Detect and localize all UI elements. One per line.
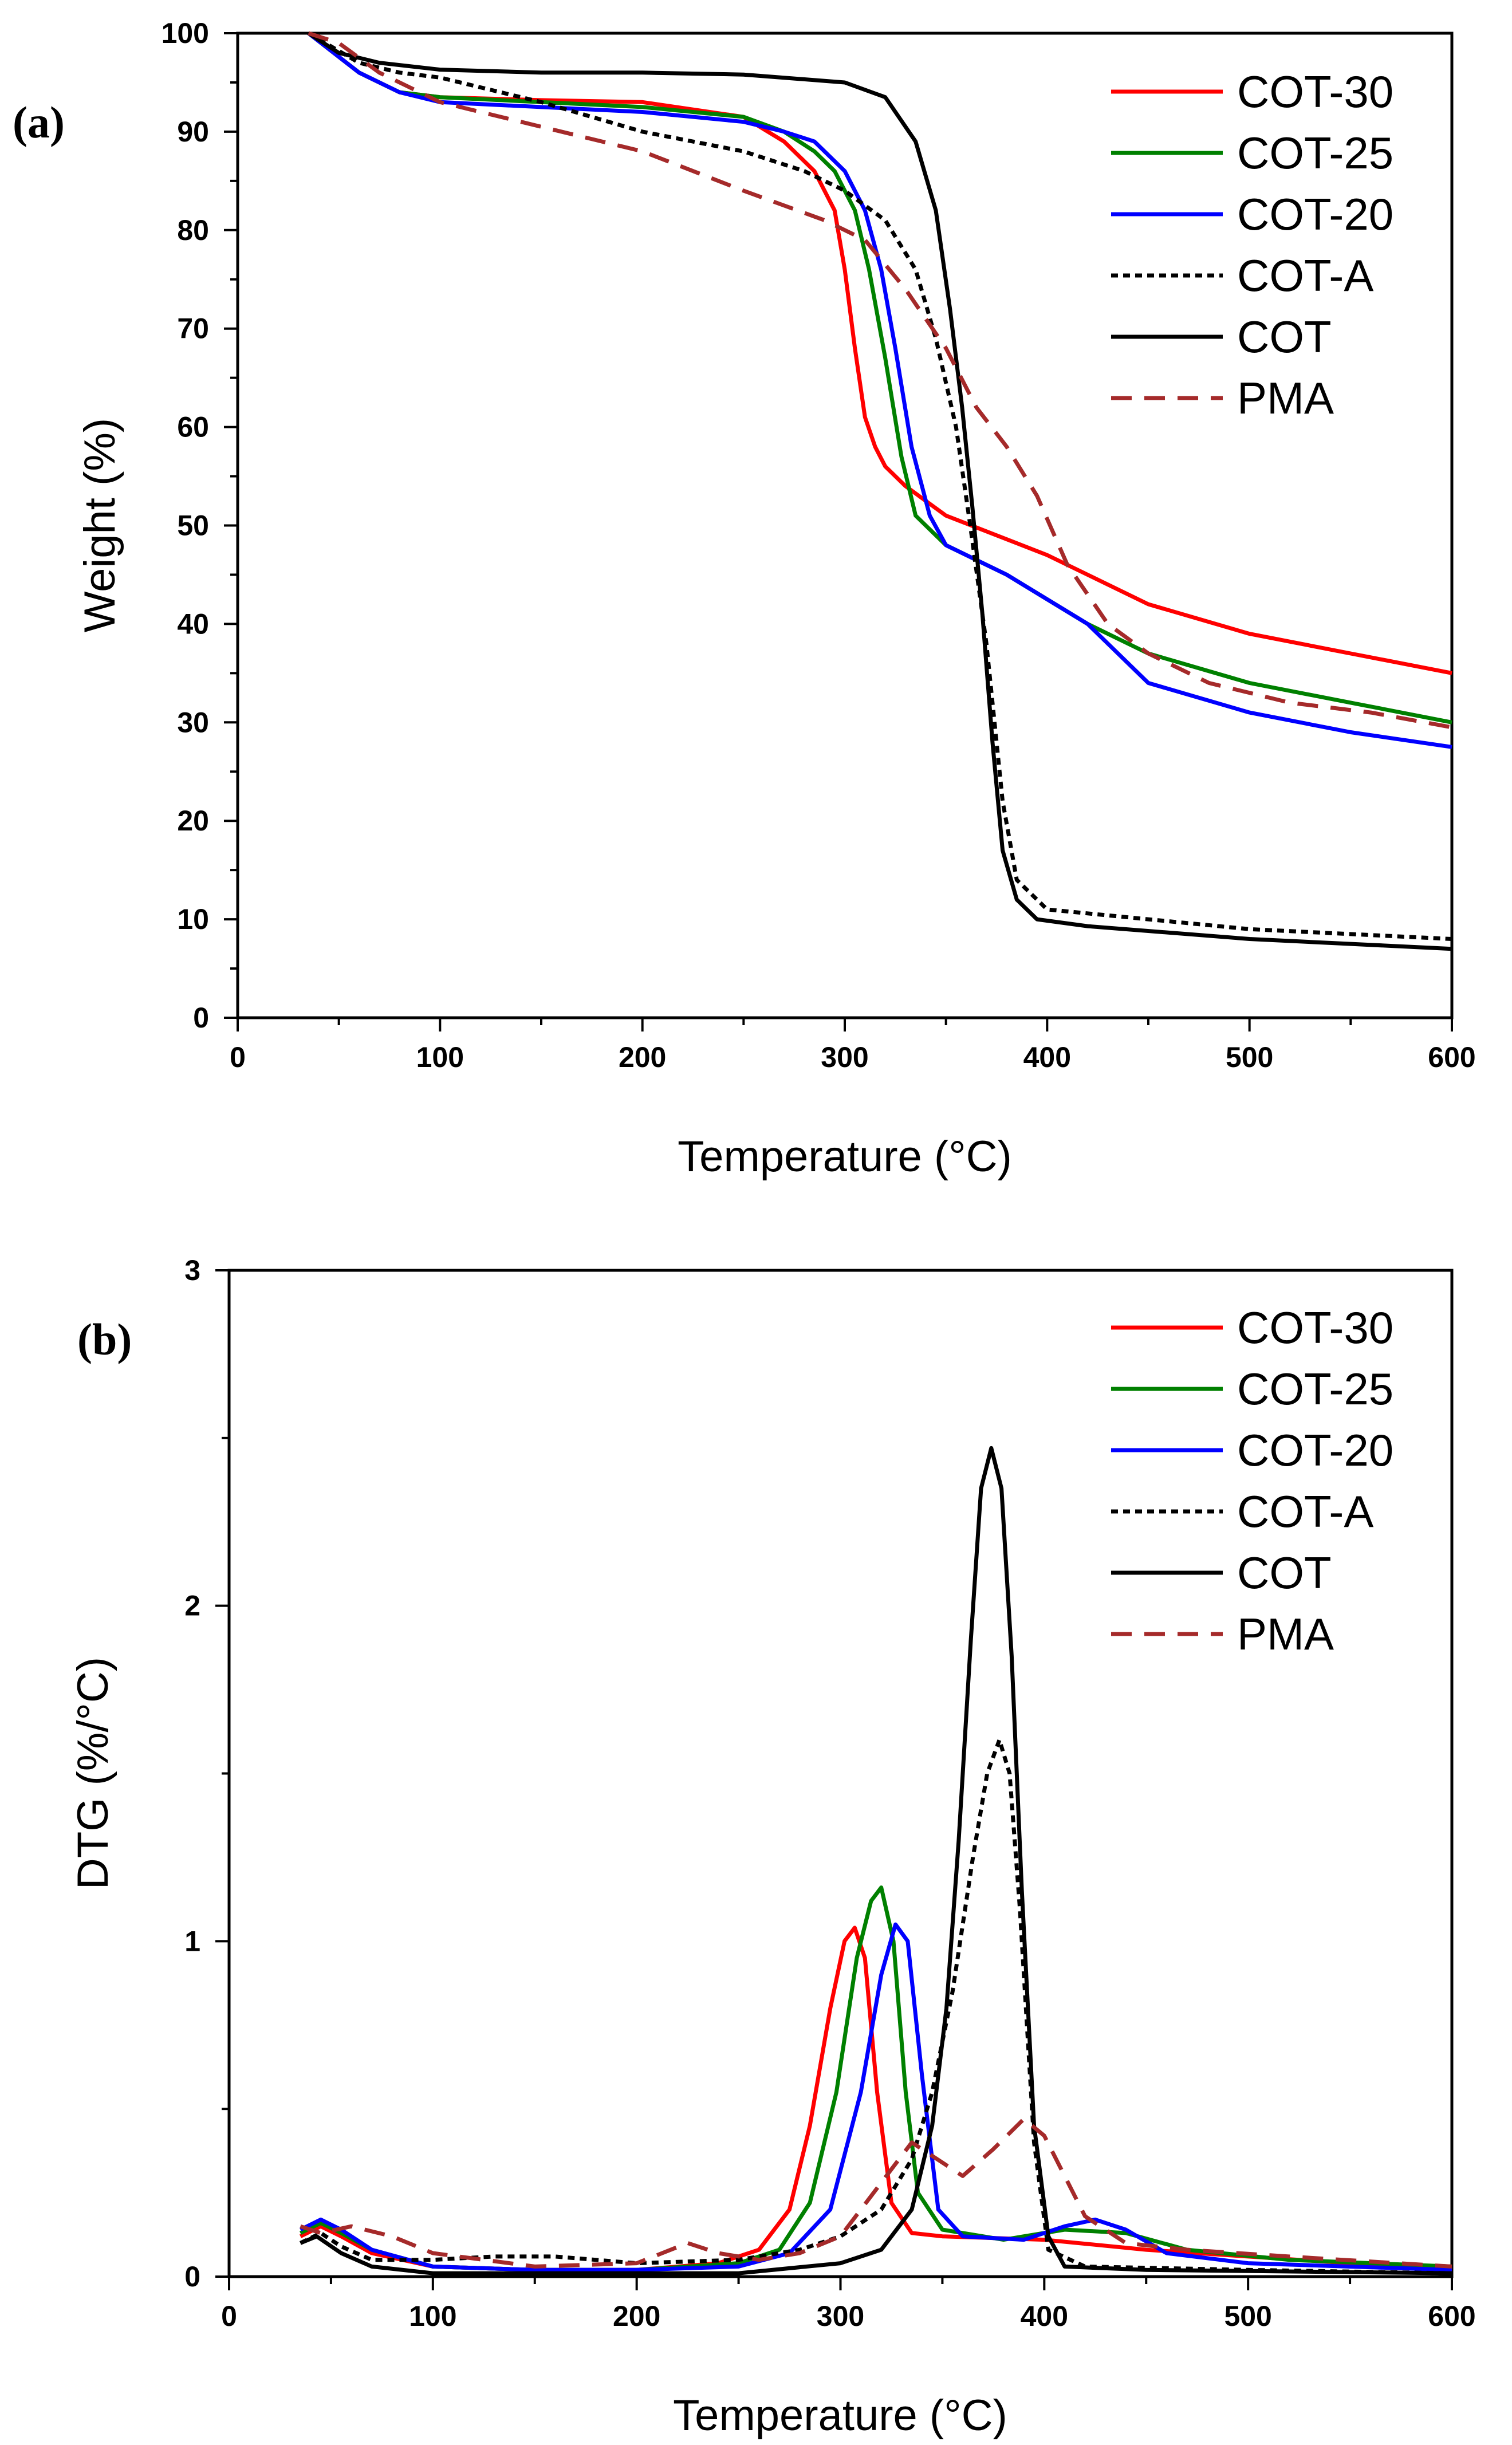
series-line-cot-a xyxy=(307,31,1452,941)
x-tick-label: 100 xyxy=(409,2300,456,2332)
x-tick-label: 0 xyxy=(230,1041,246,1073)
panel-b-plot-frame xyxy=(227,1269,1454,2278)
panel-a-y-ticks: 0 10 20 30 40 50 60 70 80 90 100 xyxy=(162,17,238,1034)
panel-a-y-axis-title: Weight (%) xyxy=(76,418,124,632)
series-line-cot-a xyxy=(299,1738,1452,2275)
x-tick-label: 500 xyxy=(1224,2300,1271,2332)
x-tick-label: 400 xyxy=(1023,1041,1071,1073)
panel-b-y-axis-title: DTG (%/°C) xyxy=(69,1657,117,1889)
y-tick-label: 2 xyxy=(184,1590,200,1622)
y-tick-label: 10 xyxy=(177,903,209,935)
x-tick-label: 100 xyxy=(416,1041,464,1073)
x-tick-label: 600 xyxy=(1428,2300,1475,2332)
legend-label: COT-30 xyxy=(1237,1302,1393,1353)
series-line-cot-25 xyxy=(307,32,1452,725)
panel-b-legend: COT-30 COT-25 COT-20 COT-A COT PMA xyxy=(1111,1302,1393,1659)
legend-label: COT-20 xyxy=(1237,1425,1393,1475)
y-tick-label: 30 xyxy=(177,706,209,738)
panel-b-x-ticks: 0 100 200 300 400 500 600 xyxy=(221,2277,1476,2332)
panel-b-label: (b) xyxy=(77,1314,132,1364)
x-tick-label: 200 xyxy=(619,1041,666,1073)
panel-a-x-axis-title: Temperature (°C) xyxy=(678,1132,1012,1181)
legend-label: COT-25 xyxy=(1237,128,1393,178)
y-tick-label: 90 xyxy=(177,116,209,148)
legend-label: COT-20 xyxy=(1237,189,1393,239)
x-tick-label: 0 xyxy=(221,2300,237,2332)
y-tick-label: 0 xyxy=(184,2261,200,2293)
y-tick-label: 70 xyxy=(177,313,209,345)
panel-a-weight-chart: (a) 0 100 200 300 400 500 600 0 10 20 30 40 50 60 70 8… xyxy=(13,17,1476,1181)
x-tick-label: 200 xyxy=(613,2300,660,2332)
legend-label: COT-25 xyxy=(1237,1364,1393,1414)
panel-a-legend: COT-30 COT-25 COT-20 COT-A COT PMA xyxy=(1111,66,1393,423)
legend-label: COT xyxy=(1237,312,1332,362)
series-line-pma xyxy=(300,2117,1452,2269)
x-tick-label: 400 xyxy=(1021,2300,1068,2332)
x-tick-label: 600 xyxy=(1428,1041,1475,1073)
legend-label: COT-A xyxy=(1237,250,1373,301)
legend-label: PMA xyxy=(1237,373,1334,423)
y-tick-label: 50 xyxy=(177,510,209,542)
y-tick-label: 0 xyxy=(193,1002,209,1034)
panel-a-x-ticks: 0 100 200 300 400 500 600 xyxy=(230,1018,1476,1073)
panel-b-y-ticks: 0 1 2 3 xyxy=(184,1254,229,2293)
legend-label: COT xyxy=(1237,1548,1332,1598)
panel-a-series xyxy=(307,31,1452,951)
y-tick-label: 40 xyxy=(177,608,209,640)
panel-a-label: (a) xyxy=(13,97,65,147)
legend-label: PMA xyxy=(1237,1609,1334,1659)
panel-b-dtg-chart: (b) 0 100 200 300 400 500 600 0 1 2 3 Temperature… xyxy=(69,1254,1476,2440)
y-tick-label: 60 xyxy=(177,411,209,443)
series-line-cot-30 xyxy=(299,1926,1452,2272)
series-line-cot-20 xyxy=(299,1922,1452,2272)
series-line-cot-20 xyxy=(307,32,1452,749)
y-tick-label: 3 xyxy=(184,1254,200,1286)
panel-b-series xyxy=(299,1446,1452,2275)
series-line-pma xyxy=(308,31,1452,730)
y-tick-label: 1 xyxy=(184,1925,200,1957)
x-tick-label: 300 xyxy=(817,2300,864,2332)
legend-label: COT-A xyxy=(1237,1486,1373,1537)
legend-label: COT-30 xyxy=(1237,66,1393,117)
panel-a-plot-frame xyxy=(236,32,1454,1019)
x-tick-label: 300 xyxy=(821,1041,868,1073)
y-tick-label: 20 xyxy=(177,805,209,837)
series-line-cot xyxy=(307,32,1452,951)
y-tick-label: 80 xyxy=(177,214,209,246)
y-tick-label: 100 xyxy=(162,17,209,49)
x-tick-label: 500 xyxy=(1226,1041,1273,1073)
panel-b-x-axis-title: Temperature (°C) xyxy=(673,2391,1007,2440)
